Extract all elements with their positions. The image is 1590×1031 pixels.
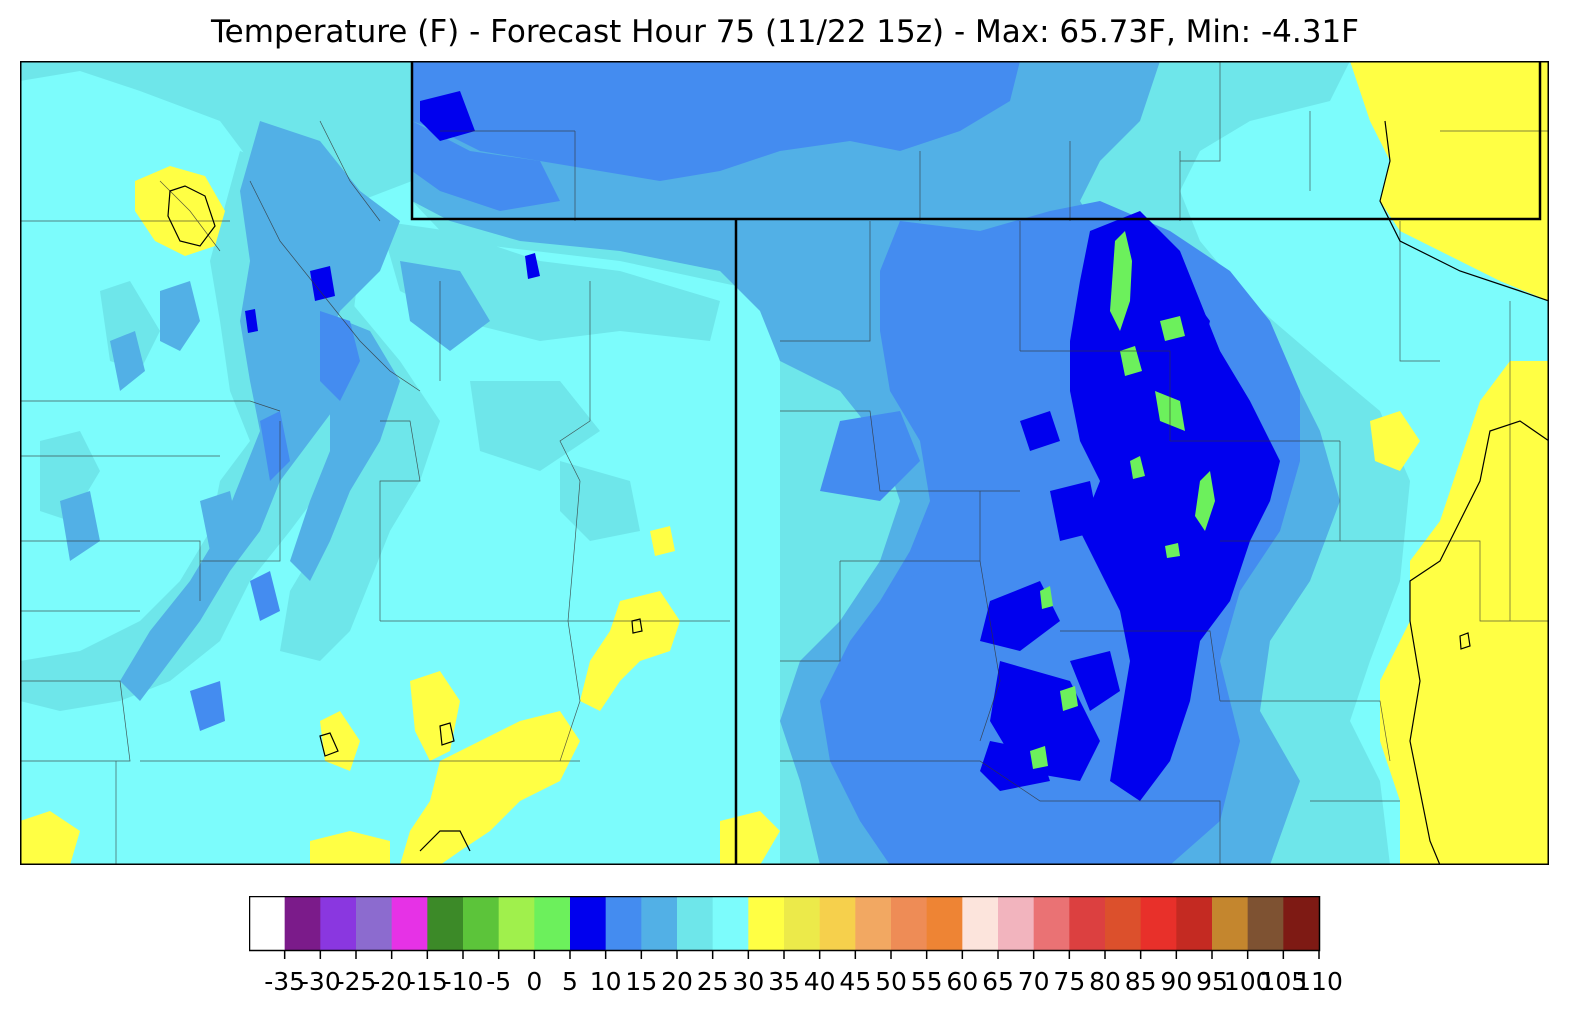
colorbar: -35-30-25-20-15-10 -5 0 5 10 15 20 25 30 35 40 45 50… [249, 896, 1343, 996]
colorbar-cell [1140, 896, 1177, 951]
colorbar-tick-label: 30 [732, 967, 764, 996]
colorbar-frame [249, 896, 1321, 952]
colorbar-cell [926, 896, 963, 951]
colorbar-tick-label: -35 [264, 967, 305, 996]
colorbar-cell [891, 896, 928, 951]
colorbar-tick-label: 20 [661, 967, 693, 996]
colorbar-tick-label: 60 [946, 967, 978, 996]
county-borders [20, 61, 1549, 865]
colorbar-cell [819, 896, 856, 951]
colorbar-tick-label: 100 [1224, 967, 1272, 996]
colorbar-cell [677, 896, 714, 951]
colorbar-cell [391, 896, 428, 951]
colorbar-cell [1212, 896, 1249, 951]
temperature-map [20, 61, 1549, 865]
colorbar-tick-label: 80 [1089, 967, 1121, 996]
colorbar-tick-label: 50 [875, 967, 907, 996]
colorbar-tick-label: 95 [1196, 967, 1228, 996]
colorbar-cell [534, 896, 571, 951]
colorbar-tick-label: 65 [982, 967, 1014, 996]
colorbar-tick-label: 35 [768, 967, 800, 996]
colorbar-tick-label: 10 [590, 967, 622, 996]
colorbar-cell [463, 896, 500, 951]
colorbar-tick-label: -5 [486, 967, 511, 996]
colorbar-tick-label: -15 [407, 967, 448, 996]
colorbar-cell [784, 896, 821, 951]
colorbar-cell [1176, 896, 1213, 951]
colorbar-tick-label: 0 [526, 967, 542, 996]
colorbar-tick-label: 70 [1018, 967, 1050, 996]
colorbar-tick-label: -10 [443, 967, 484, 996]
colorbar-cell [320, 896, 357, 951]
colorbar-cell [284, 896, 321, 951]
colorbar-tick-label: 15 [625, 967, 657, 996]
colorbar-tick-label: 40 [804, 967, 836, 996]
colorbar-cell [1247, 896, 1284, 951]
colorbar-cell [249, 896, 286, 951]
colorbar-cell [962, 896, 999, 951]
colorbar-cell [1283, 896, 1320, 951]
colorbar-cell [712, 896, 749, 951]
colorbar-tick-label: 75 [1053, 967, 1085, 996]
colorbar-cell [427, 896, 464, 951]
colorbar-tick-label: -20 [371, 967, 412, 996]
temperature-band-0-5 [1030, 231, 1215, 769]
colorbar-cell [356, 896, 393, 951]
colorbar-cell [605, 896, 642, 951]
colorbar-cell [498, 896, 535, 951]
state-borders [410, 61, 1542, 865]
colorbar-cell [570, 896, 607, 951]
colorbar-tick-label: 45 [839, 967, 871, 996]
map-title: Temperature (F) - Forecast Hour 75 (11/2… [211, 14, 1359, 50]
colorbar-cell [641, 896, 678, 951]
colorbar-cell [748, 896, 785, 951]
colorbar-tick-label: 5 [562, 967, 578, 996]
colorbar-cell [998, 896, 1035, 951]
colorbar-cell [1033, 896, 1070, 951]
colorbar-cell [855, 896, 892, 951]
map-frame [20, 61, 1549, 865]
colorbar-tick-label: -25 [336, 967, 377, 996]
contour-lines [167, 120, 1549, 865]
colorbar-tick-label: 55 [911, 967, 943, 996]
colorbar-tick-label: 85 [1125, 967, 1157, 996]
colorbar-tick-label: 90 [1160, 967, 1192, 996]
colorbar-tick-label: 25 [697, 967, 729, 996]
colorbar-tick-label: 105 [1259, 967, 1307, 996]
colorbar-cell [1105, 896, 1142, 951]
colorbar-tick-label: 110 [1295, 967, 1343, 996]
colorbar-cell [1069, 896, 1106, 951]
colorbar-tick-label: -30 [300, 967, 341, 996]
temperature-band-30-35 [20, 61, 1549, 865]
